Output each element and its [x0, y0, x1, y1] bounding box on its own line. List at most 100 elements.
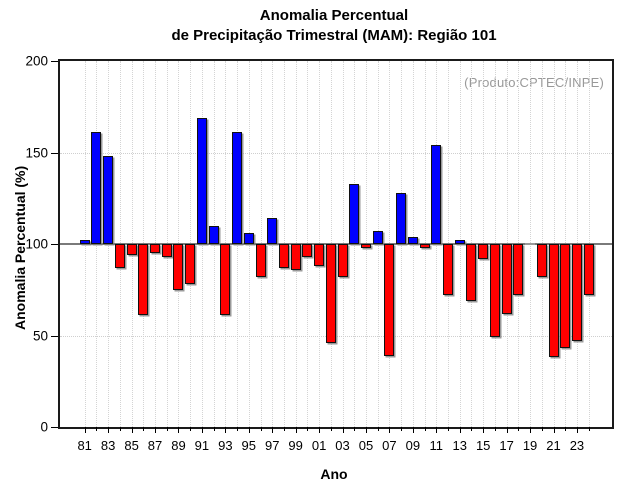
x-tick — [143, 427, 145, 431]
horizontal-gridline — [60, 152, 612, 154]
x-tick — [424, 427, 426, 431]
x-tick-label: 89 — [171, 438, 186, 453]
bar-99 — [290, 244, 301, 270]
bar-05 — [360, 244, 371, 248]
x-tick — [272, 427, 274, 433]
bar-19 — [525, 243, 536, 245]
x-tick-label: 93 — [218, 438, 233, 453]
x-tick-label: 81 — [77, 438, 92, 453]
y-tick-label: 150 — [25, 145, 48, 160]
chart-title-line2: de Precipitação Trimestral (MAM): Região… — [171, 27, 497, 44]
x-tick — [530, 427, 532, 433]
x-tick — [389, 427, 391, 433]
x-tick-label: 15 — [475, 438, 491, 453]
x-tick — [354, 427, 356, 431]
bar-98 — [278, 244, 289, 268]
bar-22 — [560, 244, 571, 349]
bar-96 — [255, 244, 266, 277]
x-tick — [459, 427, 461, 433]
x-tick-label: 87 — [147, 438, 163, 453]
bar-95 — [243, 233, 254, 244]
y-tick-label: 0 — [40, 419, 48, 435]
y-tick — [51, 61, 58, 62]
plot-area: (Produto:CPTEC/INPE) — [58, 59, 614, 429]
x-tick-label: 09 — [405, 438, 421, 453]
x-tick-label: 23 — [569, 438, 585, 453]
x-tick — [576, 427, 578, 433]
bar-16 — [489, 244, 500, 338]
x-tick-label: 83 — [100, 438, 116, 453]
bar-83 — [103, 156, 114, 244]
y-tick — [51, 427, 58, 428]
bar-85 — [126, 244, 137, 255]
bar-97 — [267, 218, 278, 244]
bar-20 — [536, 244, 547, 277]
y-tick-label: 50 — [32, 328, 48, 343]
source-label: (Produto:CPTEC/INPE) — [464, 75, 604, 90]
x-tick — [166, 427, 168, 431]
x-tick — [506, 427, 508, 433]
bar-12 — [443, 244, 454, 296]
x-tick-label: 17 — [499, 438, 514, 453]
x-tick — [260, 427, 262, 431]
baseline-100 — [60, 243, 612, 245]
horizontal-gridline — [60, 335, 612, 337]
bar-15 — [478, 244, 489, 259]
bar-81 — [79, 240, 90, 244]
x-tick — [178, 427, 180, 433]
bar-93 — [220, 244, 231, 316]
bar-87 — [150, 244, 161, 254]
bar-24 — [583, 244, 594, 296]
bar-11 — [431, 145, 442, 244]
bar-91 — [196, 117, 207, 244]
bar-18 — [513, 244, 524, 296]
bar-94 — [232, 132, 243, 244]
x-tick — [436, 427, 438, 433]
y-tick — [51, 244, 58, 245]
x-tick — [377, 427, 379, 431]
x-tick-label: 13 — [452, 438, 467, 453]
y-tick-label: 200 — [25, 53, 48, 69]
x-tick-label: 05 — [358, 438, 374, 453]
bar-00 — [302, 244, 313, 257]
x-tick — [295, 427, 297, 433]
bar-02 — [325, 244, 336, 343]
x-tick — [448, 427, 450, 431]
x-tick — [84, 427, 86, 433]
bar-10 — [419, 244, 430, 248]
x-tick — [588, 427, 590, 431]
x-tick — [518, 427, 520, 431]
x-tick — [108, 427, 110, 433]
x-tick — [330, 427, 332, 431]
bar-92 — [208, 225, 219, 244]
bar-84 — [114, 244, 125, 268]
bar-01 — [314, 244, 325, 266]
bar-13 — [454, 240, 465, 244]
bar-21 — [548, 244, 559, 358]
x-tick-label: 97 — [264, 438, 280, 453]
bar-04 — [349, 183, 360, 244]
x-tick — [483, 427, 485, 433]
x-tick — [365, 427, 367, 433]
x-tick — [96, 427, 98, 431]
x-tick — [565, 427, 567, 431]
x-tick-label: 91 — [194, 438, 210, 453]
y-tick — [51, 335, 58, 337]
x-tick — [319, 427, 321, 433]
bar-17 — [501, 244, 512, 314]
x-tick — [494, 427, 496, 431]
bar-90 — [185, 244, 196, 285]
y-tick-label: 100 — [25, 236, 48, 252]
x-tick — [553, 427, 555, 433]
x-tick-label: 95 — [241, 438, 256, 453]
bar-86 — [138, 244, 149, 316]
x-tick-label: 85 — [124, 438, 139, 453]
x-tick — [541, 427, 543, 431]
x-axis-title: Ano — [320, 466, 348, 482]
chart-title-line1: Anomalia Percentual — [259, 7, 409, 24]
x-tick — [119, 427, 121, 431]
x-tick — [225, 427, 227, 433]
x-tick-label: 11 — [429, 438, 444, 453]
bar-09 — [407, 236, 418, 244]
